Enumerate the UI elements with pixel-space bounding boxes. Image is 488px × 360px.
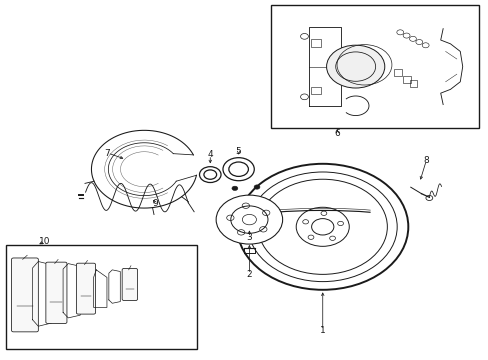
Text: 3: 3	[246, 233, 252, 242]
Text: 5: 5	[235, 147, 241, 156]
Bar	[311, 40, 321, 47]
Circle shape	[254, 185, 260, 189]
Bar	[6, 245, 196, 349]
Text: 10: 10	[39, 237, 51, 246]
Text: 7: 7	[104, 149, 110, 158]
Bar	[402, 76, 410, 83]
Bar	[409, 80, 417, 87]
FancyBboxPatch shape	[46, 262, 67, 324]
Text: 4: 4	[207, 150, 213, 159]
FancyBboxPatch shape	[12, 258, 38, 332]
Circle shape	[216, 195, 282, 244]
Bar	[311, 87, 321, 94]
Bar	[271, 5, 478, 128]
Text: 6: 6	[334, 129, 340, 138]
Circle shape	[231, 186, 237, 190]
Circle shape	[326, 45, 384, 88]
FancyBboxPatch shape	[122, 269, 137, 301]
FancyBboxPatch shape	[76, 263, 95, 314]
Text: 9: 9	[152, 199, 158, 208]
Bar	[393, 69, 401, 76]
Text: 8: 8	[423, 156, 428, 165]
Text: 1: 1	[319, 326, 325, 335]
Text: 2: 2	[246, 270, 252, 279]
